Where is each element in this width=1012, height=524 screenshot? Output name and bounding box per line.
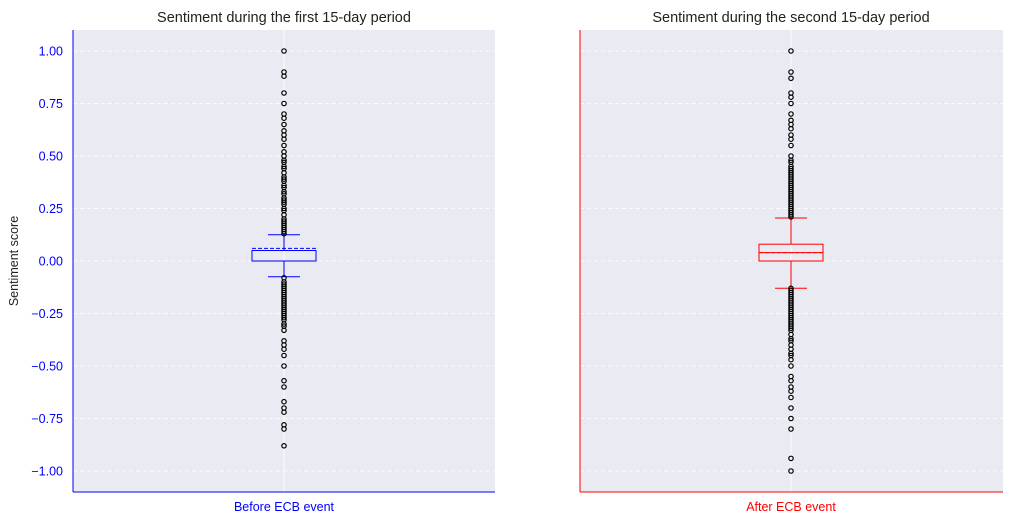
outlier-point xyxy=(788,212,794,218)
outlier-point xyxy=(281,321,287,327)
y-tick-label: −0.75 xyxy=(31,412,63,426)
chart-title: Sentiment during the first 15-day period xyxy=(157,10,411,26)
outlier-point xyxy=(281,398,287,405)
outlier-point xyxy=(281,121,287,128)
outlier-point xyxy=(788,142,794,149)
outlier-point xyxy=(788,125,794,132)
boxplot xyxy=(251,234,317,278)
outlier-point xyxy=(281,90,287,96)
outlier-point xyxy=(788,388,794,395)
outlier-point xyxy=(281,363,287,369)
outlier-point xyxy=(788,100,794,107)
outlier-point xyxy=(281,314,287,321)
outlier-point xyxy=(281,352,287,359)
outlier-point xyxy=(788,363,794,369)
outlier-point xyxy=(281,142,287,149)
outlier-point xyxy=(281,199,287,206)
outlier-point xyxy=(281,384,287,390)
outlier-point xyxy=(281,48,287,54)
outlier-point xyxy=(281,136,287,143)
outlier-point xyxy=(788,455,794,462)
outlier-point xyxy=(281,157,287,164)
outlier-point xyxy=(788,377,794,384)
outlier-point xyxy=(281,188,287,195)
outliers xyxy=(281,48,287,449)
outlier-point xyxy=(788,325,794,332)
outlier-point xyxy=(281,230,287,237)
outliers xyxy=(788,48,794,474)
outlier-point xyxy=(788,48,794,54)
outlier-point xyxy=(281,163,287,170)
outlier-point xyxy=(788,405,794,411)
outlier-point xyxy=(788,157,794,164)
y-tick-label: −0.50 xyxy=(31,360,63,374)
y-tick-label: 0.00 xyxy=(39,255,63,269)
outlier-point xyxy=(281,176,287,182)
outlier-point xyxy=(788,350,794,357)
outlier-point xyxy=(788,136,794,143)
chart-title: Sentiment during the second 15-day perio… xyxy=(652,10,929,26)
outlier-point xyxy=(281,346,287,353)
outlier-point xyxy=(788,415,794,422)
x-category-label: After ECB event xyxy=(746,500,836,514)
outlier-point xyxy=(281,100,287,107)
y-axis-label: Sentiment score xyxy=(7,216,21,306)
y-axis-ticks: 1.00 0.75 0.50 0.25 0.00 −0.25 −0.50 −0.75 −1.00 xyxy=(31,45,63,479)
y-tick-label: 0.25 xyxy=(39,202,63,216)
outlier-point xyxy=(281,409,287,416)
y-tick-label: −1.00 xyxy=(31,465,63,479)
y-tick-label: 1.00 xyxy=(39,45,63,59)
outlier-point xyxy=(281,327,287,334)
outlier-point xyxy=(281,377,287,384)
outlier-point xyxy=(281,115,287,122)
outlier-point xyxy=(281,182,287,189)
chart-before-ecb: Sentiment during the first 15-day period… xyxy=(7,10,495,514)
outlier-point xyxy=(788,69,794,75)
outlier-point xyxy=(281,426,287,432)
outlier-point xyxy=(788,214,794,220)
outlier-point xyxy=(788,111,794,117)
y-tick-label: −0.25 xyxy=(31,307,63,321)
outlier-point xyxy=(281,228,287,235)
outlier-point xyxy=(788,75,794,82)
outlier-point xyxy=(788,426,794,432)
y-tick-label: 0.50 xyxy=(39,150,63,164)
outlier-point xyxy=(788,335,794,342)
outlier-point xyxy=(281,205,287,212)
x-category-label: Before ECB event xyxy=(234,500,335,514)
outlier-point xyxy=(281,442,287,449)
y-tick-label: 0.75 xyxy=(39,97,63,111)
outlier-point xyxy=(788,468,794,474)
outlier-point xyxy=(281,73,287,80)
outlier-point xyxy=(788,94,794,101)
chart-after-ecb: Sentiment during the second 15-day perio… xyxy=(579,10,1003,514)
outlier-point xyxy=(788,394,794,401)
outlier-point xyxy=(788,356,794,363)
